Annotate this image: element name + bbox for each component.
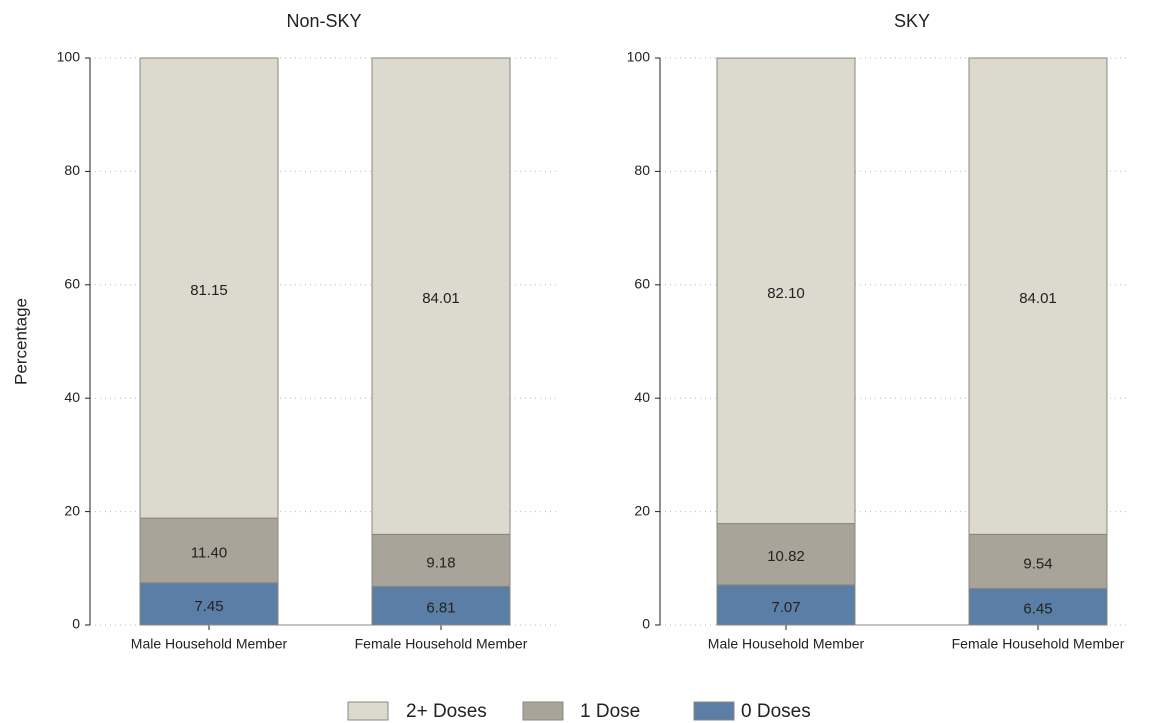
x-tick-label: Female Household Member: [355, 636, 528, 652]
value-label: 81.15: [190, 282, 228, 299]
y-tick-label: 20: [634, 502, 650, 518]
bar-segment: [139, 57, 279, 519]
x-tick-label: Male Household Member: [708, 636, 865, 652]
y-tick-label: 40: [634, 389, 650, 405]
y-tick-label: 0: [72, 616, 80, 632]
bar-segment: [716, 57, 856, 525]
y-tick-label: 80: [634, 162, 650, 178]
bar-segment: [968, 587, 1108, 626]
value-label: 10.82: [767, 548, 805, 565]
bar-segment: [371, 585, 511, 626]
value-label: 6.45: [1023, 601, 1052, 618]
value-label: 6.81: [426, 600, 455, 617]
bar-segment: [371, 533, 511, 587]
x-tick-label: Female Household Member: [952, 636, 1125, 652]
bar-segment: [968, 57, 1108, 535]
y-tick-label: 40: [64, 389, 80, 405]
chart-title: SKY: [894, 11, 930, 31]
value-label: 9.54: [1023, 555, 1052, 572]
value-label: 7.07: [771, 599, 800, 616]
y-tick-label: 80: [64, 162, 80, 178]
value-label: 7.45: [194, 598, 223, 615]
chart-title: Non-SKY: [286, 11, 361, 31]
y-tick-label: 60: [634, 276, 650, 292]
x-tick-label: Male Household Member: [131, 636, 288, 652]
y-tick-label: 100: [627, 49, 651, 65]
value-label: 82.10: [767, 285, 805, 302]
legend-swatch: [693, 701, 735, 721]
value-label: 84.01: [1019, 290, 1057, 307]
legend-swatch: [522, 701, 564, 721]
y-tick-label: 100: [57, 49, 81, 65]
bar-segment: [716, 584, 856, 626]
legend-label: 2+ Doses: [406, 701, 487, 722]
legend-swatch: [347, 701, 389, 721]
y-axis-label: Percentage: [11, 298, 30, 385]
legend-label: 0 Doses: [741, 701, 811, 722]
y-tick-label: 0: [642, 616, 650, 632]
bar-segment: [371, 57, 511, 535]
y-tick-label: 20: [64, 502, 80, 518]
legend-label: 1 Dose: [580, 701, 640, 722]
value-label: 9.18: [426, 554, 455, 571]
value-label: 84.01: [422, 290, 460, 307]
value-label: 11.40: [191, 544, 227, 561]
y-tick-label: 60: [64, 276, 80, 292]
bar-segment: [139, 517, 279, 584]
